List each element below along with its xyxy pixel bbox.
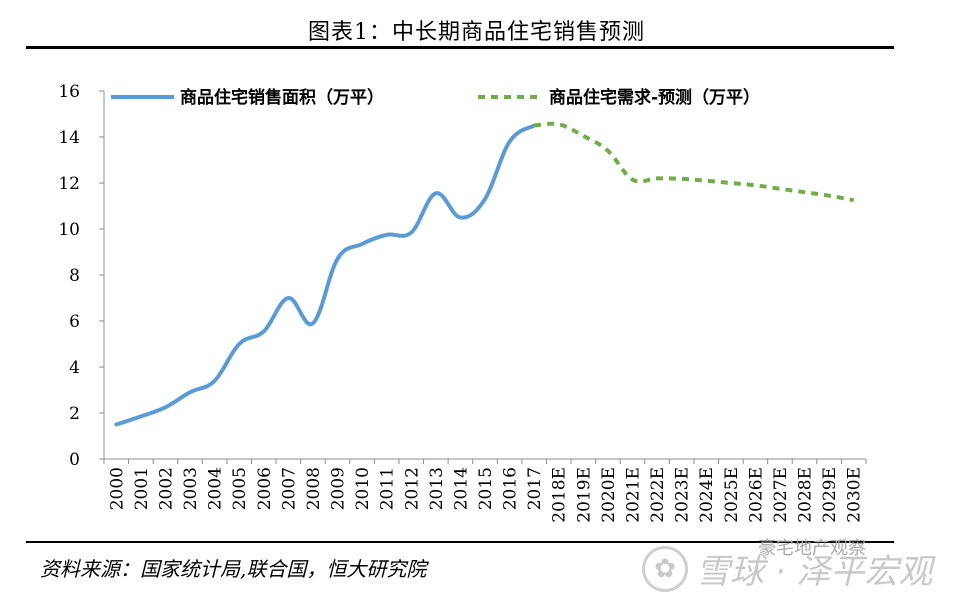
x-tick-label: 2016 [501,467,521,510]
x-tick-label: 2019E [574,467,594,523]
source-note: 资料来源：国家统计局,联合国，恒大研究院 [40,557,427,581]
chart-title: 图表1：中长期商品住宅销售预测 [308,20,645,45]
x-tick-label: 2029E [820,467,840,523]
y-tick-label: 0 [69,450,80,470]
x-tick-label: 2009 [329,467,349,510]
x-tick-label: 2015 [476,467,496,510]
series-lines [114,121,855,427]
watermark: ✿ 雪球 · 泽平宏观 [642,544,932,593]
x-tick-label: 2027E [771,467,791,523]
x-tick-label: 2022E [648,467,668,523]
x-tick-label: 2011 [378,467,398,510]
x-tick-label: 2017 [525,467,545,510]
legend: 商品住宅销售面积（万平） 商品住宅需求-预测（万平） [111,87,760,108]
x-tick-label: 2005 [230,467,250,510]
y-tick-label: 10 [58,220,80,240]
y-tick-label: 6 [69,312,80,332]
x-tick-label: 2030E [845,467,865,523]
x-tick-label: 2010 [353,467,373,510]
x-tick-label: 2012 [402,467,422,510]
x-tick-label: 2014 [451,467,471,510]
x-tick-label: 2004 [206,467,226,510]
x-tick-label: 2001 [132,467,152,510]
y-tick-label: 2 [69,404,80,424]
x-tick-label: 2020E [599,467,619,523]
x-tick-label: 2023E [673,467,693,523]
x-tick-label: 2024E [697,467,717,523]
watermark-subtext: 豪宅地产观察 [758,538,866,559]
y-tick-label: 4 [69,358,80,378]
axes [99,90,867,464]
legend-item: 商品住宅销售面积（万平） [111,87,384,108]
x-tick-label: 2008 [304,467,324,510]
bottom-rule [26,541,894,543]
watermark-text: 雪球 · 泽平宏观 [696,552,933,592]
x-tick-label: 2028E [796,467,816,523]
legend-label: 商品住宅销售面积（万平） [180,87,384,108]
x-tick-label: 2013 [427,467,447,510]
x-tick-label: 2025E [722,467,742,523]
x-tick-label: 2006 [255,467,275,510]
snowball-logo-icon: ✿ [642,545,688,592]
top-rule [26,46,894,49]
legend-item: 商品住宅需求-预测（万平） [478,87,760,108]
y-tick-label: 14 [58,128,80,148]
series-line-forecast [534,121,855,203]
x-tick-label: 2007 [279,467,299,510]
y-tick-label: 16 [58,82,80,102]
x-tick-label: 2003 [181,467,201,510]
y-tick-label: 12 [58,174,80,194]
x-tick-label: 2021E [623,467,643,523]
x-tick-label: 2002 [156,467,176,510]
series-line-sales-area [114,123,537,427]
legend-label: 商品住宅需求-预测（万平） [549,87,760,108]
y-tick-label: 8 [69,266,80,286]
x-tick-label: 2026E [746,467,766,523]
x-tick-label: 2018E [550,467,570,523]
x-tick-label: 2000 [107,467,127,510]
